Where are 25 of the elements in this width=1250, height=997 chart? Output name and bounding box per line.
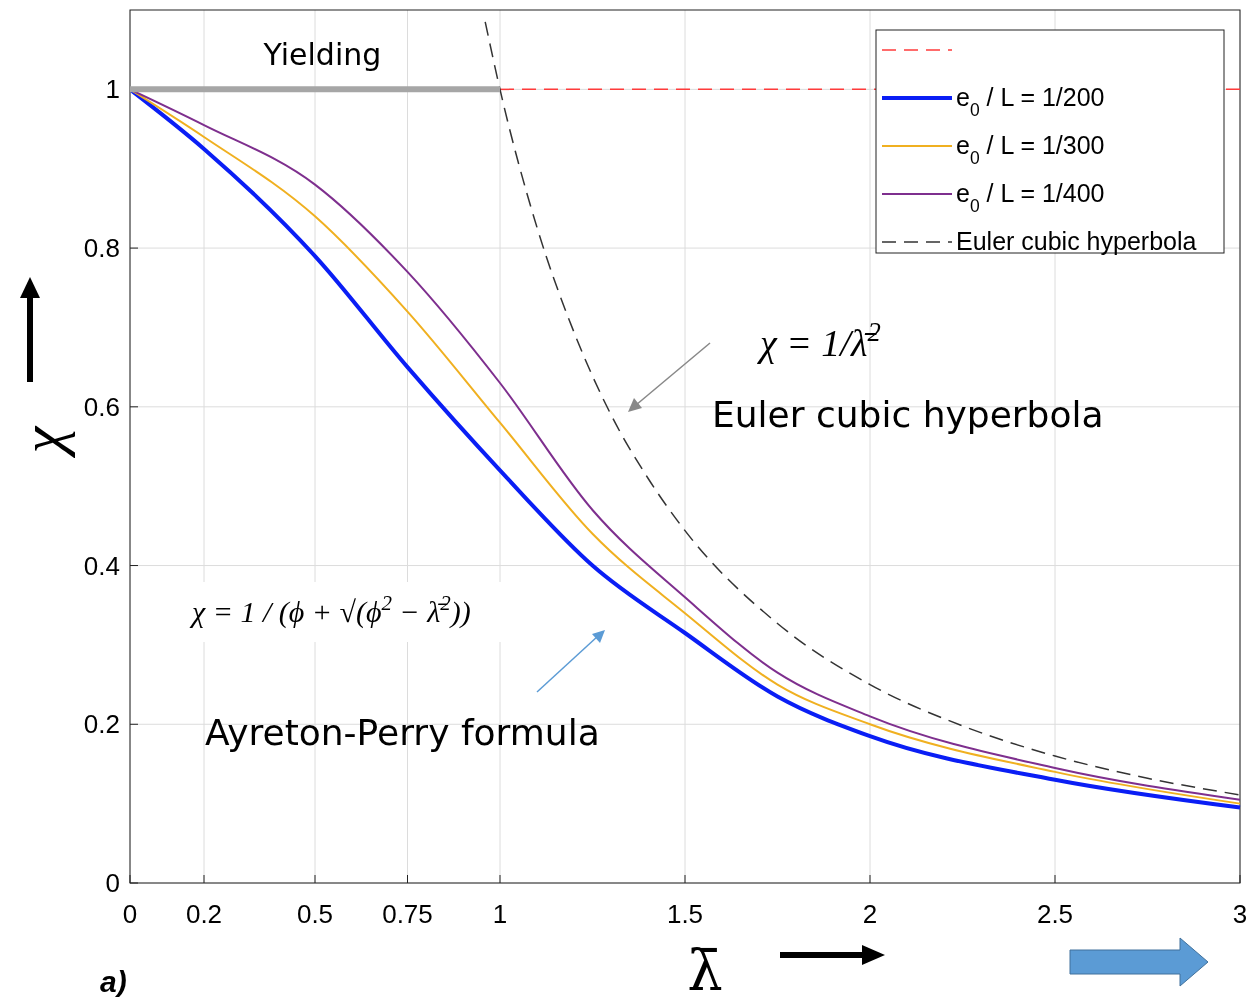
x-tick-label: 2.5 [1036,899,1074,929]
x-tick-label: 1.5 [666,899,704,929]
legend-label: e$_{0}$ / L = 1/300 [956,131,1105,168]
y-tick-label: 0 [105,868,120,898]
y-axis-title: χ [9,425,75,459]
y-tick-label: 0.2 [83,709,120,740]
annotation: Ayreton-Perry formula [205,712,600,753]
legend-label: Euler cubic hyperbola [956,227,1197,255]
x-tick-label: 0.2 [185,899,223,929]
x-tick-label: 1 [492,899,508,929]
y-tick-label: 1 [105,74,120,105]
annotation: χ = 1 / (ϕ + √(ϕ$^{2}$ − λ̄$^{2}$)) [189,591,471,629]
legend-label: e$_{0}$ / L = 1/400 [956,179,1105,216]
x-tick-label: 0.75 [382,899,433,929]
x-tick-label: 0.5 [296,899,334,929]
annotation: χ = 1/λ̄$^{2}$ [756,317,881,364]
x-axis-title: λ̄ [687,938,723,997]
y-tick-label: 0.4 [83,550,120,581]
x-tick-label: 2 [862,899,878,929]
y-tick-label: 0.6 [83,391,120,422]
x-tick-label: 3 [1232,899,1248,929]
y-tick-label: 0.8 [83,233,120,264]
legend-label: e$_{0}$ / L = 1/200 [956,83,1105,120]
series-label: Yielding [262,37,382,73]
annotation: Euler cubic hyperbola [712,394,1104,435]
